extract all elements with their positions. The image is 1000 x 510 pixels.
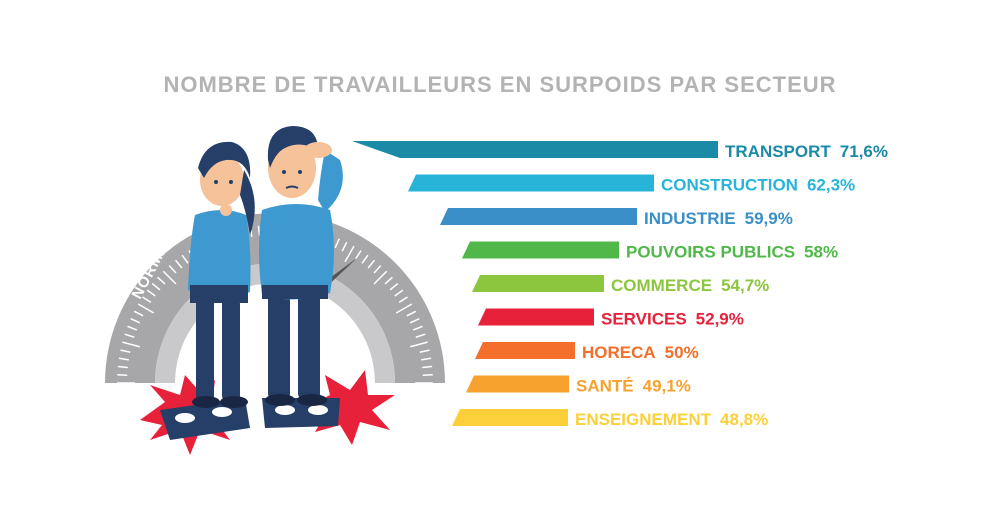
gauge-tick: [257, 225, 261, 236]
gauge-tick: [118, 357, 129, 361]
gauge-tick: [412, 325, 423, 331]
gauge-tick: [133, 310, 144, 317]
gauge-tick: [419, 349, 430, 353]
gauge-tick: [142, 296, 152, 304]
gauge-tick: [415, 333, 426, 338]
bar-category-label: COMMERCE: [611, 276, 712, 295]
gauge-tick: [373, 265, 382, 274]
gauge-tick: [398, 296, 408, 304]
gauge-tick: [130, 318, 141, 324]
bar-value-label: 59,9%: [745, 209, 793, 228]
gauge-tick: [354, 250, 362, 260]
gauge-tick: [174, 259, 183, 269]
gauge-tick: [395, 303, 413, 314]
gauge-tick: [367, 259, 376, 269]
gauge-tick: [384, 276, 393, 285]
gauge-tick: [361, 254, 369, 264]
gauge-tick: [421, 357, 432, 361]
bar-value-label: 54,7%: [721, 276, 769, 295]
bar: [452, 409, 568, 426]
gauge-tick: [137, 303, 155, 314]
bar-value-label: 48,8%: [720, 410, 768, 429]
gauge-tick: [406, 310, 417, 317]
bar-value-label: 49,1%: [643, 377, 691, 396]
bar: [478, 308, 594, 326]
bar-category-label: SERVICES: [601, 310, 687, 329]
gauge-tick: [181, 254, 189, 264]
gauge-tick: [389, 282, 399, 291]
gauge-tick: [334, 238, 340, 249]
bar: [475, 342, 575, 359]
gauge-tick: [422, 373, 433, 377]
bar-category-label: ENSEIGNEMENT: [575, 410, 712, 429]
bar-value-label: 50%: [665, 343, 699, 362]
gauge-tick: [157, 276, 166, 285]
illustration: [140, 126, 395, 455]
bar: [472, 275, 604, 292]
gauge-tick: [120, 349, 131, 353]
bar-value-label: 62,3%: [807, 176, 855, 195]
bar: [466, 375, 569, 393]
gauge-tick: [124, 333, 135, 338]
gauge-tick: [422, 365, 433, 369]
woman-scale-icon: [160, 398, 250, 440]
bar: [352, 141, 718, 158]
bar: [462, 241, 619, 259]
gauge-tick: [162, 270, 177, 285]
gauge-tick: [410, 341, 428, 348]
gauge-tick: [122, 341, 140, 348]
bars-group: TRANSPORT 71,6% CONSTRUCTION 62,3% INDUSTRIE…: [352, 141, 888, 429]
gauge-tick: [151, 282, 161, 291]
gauge-tick: [146, 289, 156, 297]
bar-category-label: TRANSPORT: [725, 142, 831, 161]
gauge-tick: [394, 289, 404, 297]
bar-value-label: 71,6%: [840, 142, 888, 161]
bar-category-label: POUVOIRS PUBLICS: [626, 243, 795, 262]
bar-value-label: 52,9%: [696, 310, 744, 329]
bar-category-label: SANTÉ: [576, 377, 634, 396]
chart-title: NOMBRE DE TRAVAILLEURS EN SURPOIDS PAR S…: [163, 72, 837, 97]
woman-figure-icon: [188, 141, 255, 408]
gauge-tick: [409, 318, 420, 324]
man-figure-icon: [259, 126, 343, 406]
bar-category-label: HORECA: [582, 343, 656, 362]
gauge-tick: [168, 265, 177, 274]
gauge-tick: [341, 241, 348, 252]
bar: [408, 174, 654, 192]
gauge-tick: [117, 373, 128, 377]
bar-category-label: CONSTRUCTION: [661, 176, 798, 195]
bar: [440, 208, 637, 225]
gauge-tick: [127, 325, 138, 331]
bar-category-label: INDUSTRIE: [644, 209, 736, 228]
bar-value-label: 58%: [804, 243, 838, 262]
gauge-tick: [117, 365, 128, 369]
gauge-tick: [344, 245, 355, 263]
gauge-tick: [373, 270, 388, 285]
